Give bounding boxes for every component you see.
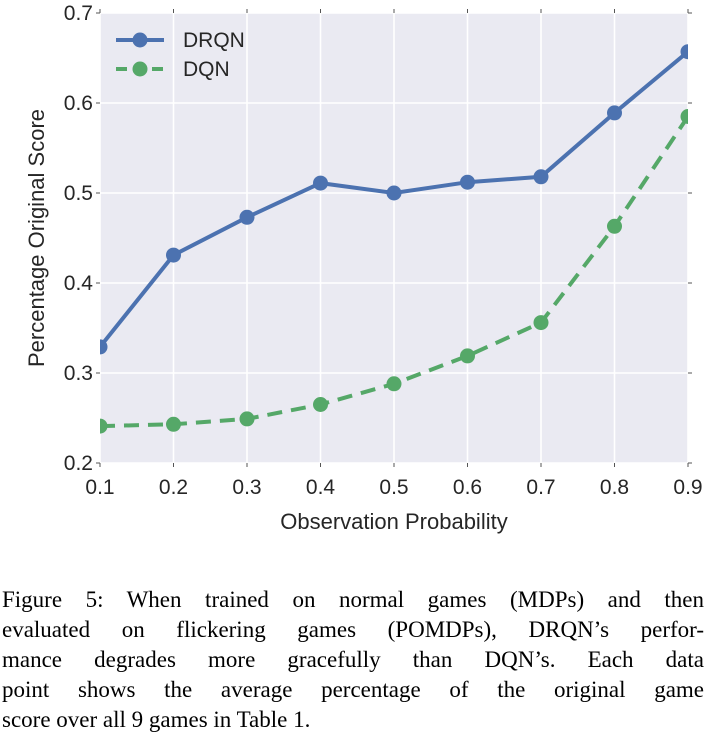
- data-point-dqn: [386, 376, 402, 392]
- series-drqn: [100, 44, 688, 355]
- data-point-dqn: [607, 218, 622, 234]
- data-point-drqn: [680, 44, 688, 60]
- caption-line-2: evaluated on flickering games (POMDPs), …: [2, 617, 704, 642]
- legend-label-drqn: DRQN: [183, 29, 245, 52]
- caption-line-4: point shows the average percentage of th…: [2, 677, 704, 702]
- plot-root: 0.1 0.2 0.3 0.4 0.5 0.6 0.7 0.8 0.90.20.30.40.50…: [64, 2, 703, 499]
- x-tick-label: 0.4: [306, 476, 336, 499]
- data-point-dqn: [166, 416, 181, 432]
- x-tick-label: 0.8: [600, 476, 629, 499]
- figure-caption: Figure 5: When trained on normal games (…: [0, 585, 704, 735]
- legend: DRQN DQN: [116, 29, 245, 81]
- y-tick-label: 0.5: [64, 182, 93, 205]
- x-tick-label: 0.6: [453, 476, 482, 499]
- data-point-drqn: [166, 247, 181, 263]
- x-tick-label: 0.2: [159, 476, 188, 499]
- caption-line-5: score over all 9 games in Table 1.: [2, 707, 311, 732]
- series-dqn: [100, 109, 688, 434]
- data-point-drqn: [100, 339, 108, 355]
- data-point-dqn: [100, 418, 108, 434]
- legend-sample-marker-dqn: [132, 61, 148, 77]
- x-axis-label: Observation Probability: [280, 509, 507, 534]
- data-point-dqn: [239, 411, 255, 427]
- data-point-drqn: [607, 105, 622, 121]
- x-tick-label: 0.3: [232, 476, 261, 499]
- y-tick-label: 0.3: [64, 362, 93, 385]
- y-axis-label: Percentage Original Score: [24, 109, 49, 367]
- legend-sample-marker-drqn: [132, 32, 148, 48]
- y-tick-label: 0.2: [64, 452, 93, 475]
- caption-line-3: mance degrades more gracefully than DQN’…: [2, 647, 704, 672]
- y-tick-label: 0.7: [64, 2, 93, 25]
- x-tick-label: 0.5: [379, 476, 408, 499]
- data-point-drqn: [533, 169, 549, 185]
- x-tick-label: 0.9: [673, 476, 702, 499]
- x-tick-label: 0.1: [85, 476, 114, 499]
- line-chart: 0.1 0.2 0.3 0.4 0.5 0.6 0.7 0.8 0.90.20.30.40.50…: [24, 2, 703, 534]
- y-tick-label: 0.4: [64, 272, 94, 295]
- data-point-dqn: [533, 315, 549, 331]
- data-point-drqn: [313, 175, 328, 191]
- legend-label-dqn: DQN: [183, 58, 230, 81]
- data-point-drqn: [239, 209, 255, 225]
- data-point-dqn: [680, 109, 688, 124]
- data-point-dqn: [460, 348, 475, 364]
- data-point-drqn: [460, 174, 475, 190]
- data-point-drqn: [386, 185, 402, 201]
- x-tick-label: 0.7: [526, 476, 555, 499]
- y-tick-label: 0.6: [64, 92, 93, 115]
- caption-line-1: Figure 5: When trained on normal games (…: [2, 587, 704, 612]
- data-point-dqn: [313, 397, 328, 412]
